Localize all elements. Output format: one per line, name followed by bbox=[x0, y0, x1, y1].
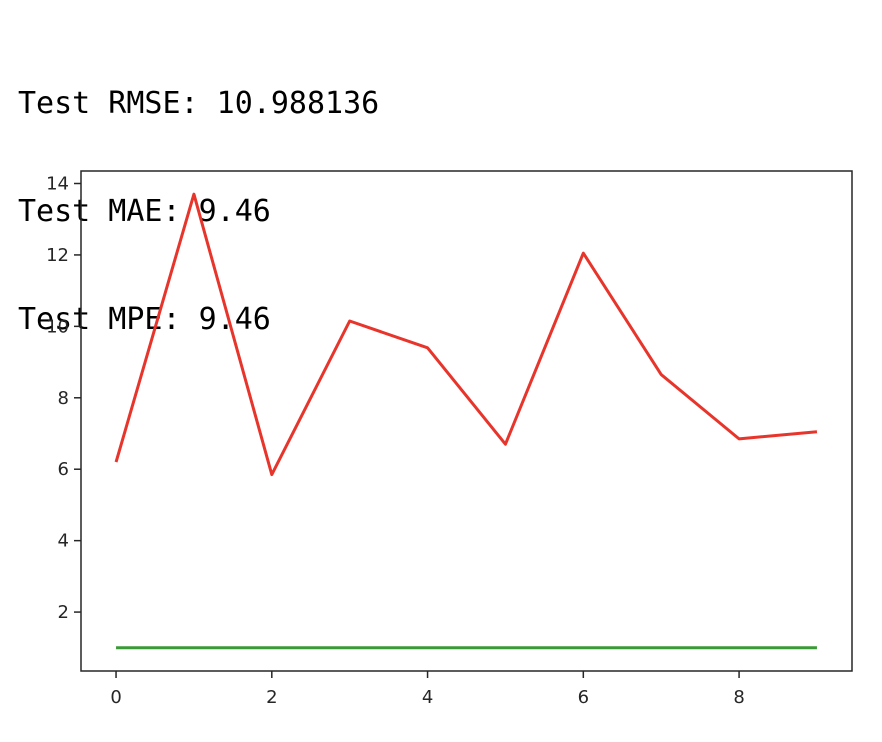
mae-line: Test MAE: 9.46 bbox=[18, 194, 271, 229]
y-tick-label: 6 bbox=[58, 459, 69, 480]
x-tick-label: 0 bbox=[110, 687, 121, 708]
x-tick-label: 6 bbox=[578, 687, 589, 708]
y-tick-label: 14 bbox=[46, 174, 69, 195]
y-tick-label: 10 bbox=[46, 316, 69, 337]
x-tick-label: 8 bbox=[733, 687, 744, 708]
x-tick-label: 2 bbox=[266, 687, 277, 708]
y-tick-label: 2 bbox=[58, 602, 69, 623]
series-line-1 bbox=[114, 192, 818, 477]
x-tick-label: 4 bbox=[422, 687, 433, 708]
axis-layer: 0 2 4 6 8 2 4 6 8 10 12 14 bbox=[46, 174, 745, 709]
y-tick-label: 12 bbox=[46, 245, 69, 266]
y-tick-label: 8 bbox=[58, 388, 69, 409]
mpe-line: Test MPE: 9.46 bbox=[18, 302, 271, 337]
console-output: Test RMSE: 10.988136 Test MAE: 9.46 Test… bbox=[18, 14, 379, 374]
plot-area-frame bbox=[80, 170, 853, 672]
series-layer bbox=[114, 192, 818, 650]
y-tick-label: 4 bbox=[58, 531, 69, 552]
rmse-line: Test RMSE: 10.988136 bbox=[18, 86, 380, 121]
